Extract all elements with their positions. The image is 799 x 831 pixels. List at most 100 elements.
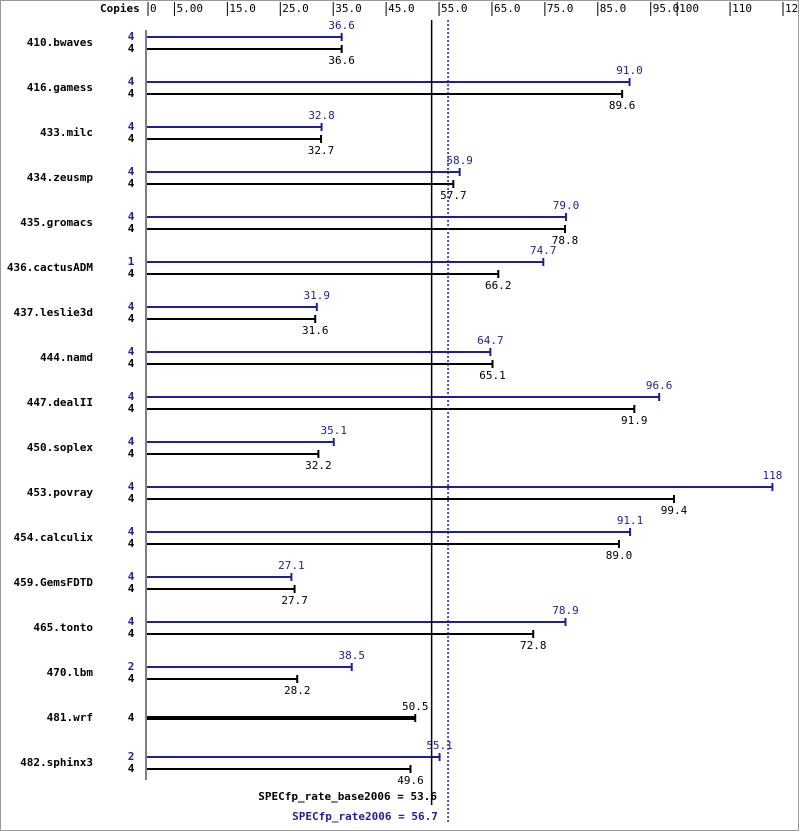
x-tick-label: 85.0: [600, 2, 627, 15]
benchmark-label: 434.zeusmp: [27, 171, 94, 184]
value-label: 91.1: [617, 514, 644, 527]
copies: 4: [128, 210, 135, 223]
value-label: 32.8: [308, 109, 335, 122]
benchmark-label: 435.gromacs: [20, 216, 93, 229]
benchmark-label: 410.bwaves: [27, 36, 93, 49]
value-label: 58.9: [446, 154, 473, 167]
copies: 4: [128, 672, 135, 685]
copies: 2: [128, 750, 135, 763]
value-label: 57.7: [440, 189, 467, 202]
value-label: 91.0: [616, 64, 643, 77]
copies: 2: [128, 660, 135, 673]
value-label: 49.6: [397, 774, 424, 787]
x-tick-label: 5.00: [176, 2, 203, 15]
copies: 4: [128, 267, 135, 280]
value-label: 91.9: [621, 414, 648, 427]
value-label: 72.8: [520, 639, 547, 652]
benchmark-label: 436.cactusADM: [7, 261, 93, 274]
benchmark-label: 437.leslie3d: [14, 306, 93, 319]
benchmark-label: 454.calculix: [14, 531, 94, 544]
copies: 4: [128, 615, 135, 628]
benchmark-label: 450.soplex: [27, 441, 94, 454]
value-label: 65.1: [479, 369, 506, 382]
copies: 4: [128, 762, 135, 775]
copies: 4: [128, 300, 135, 313]
value-label: 99.4: [661, 504, 688, 517]
value-label: 50.5: [402, 700, 429, 713]
value-label: 118: [762, 469, 782, 482]
copies: 4: [128, 42, 135, 55]
value-label: 66.2: [485, 279, 512, 292]
x-tick-label: 100: [679, 2, 699, 15]
value-label: 27.7: [281, 594, 308, 607]
x-tick-label: 25.0: [282, 2, 309, 15]
reference-label: SPECfp_rate2006 = 56.7: [292, 810, 438, 823]
value-label: 78.8: [552, 234, 579, 247]
copies: 4: [128, 87, 135, 100]
benchmark-label: 482.sphinx3: [20, 756, 93, 769]
copies: 4: [128, 492, 135, 505]
value-label: 32.7: [308, 144, 335, 157]
x-tick-label: 15.0: [229, 2, 256, 15]
copies: 1: [128, 255, 135, 268]
copies: 4: [128, 165, 135, 178]
reference-label: SPECfp_rate_base2006 = 53.6: [258, 790, 437, 803]
copies: 4: [128, 132, 135, 145]
benchmark-label: 447.dealII: [27, 396, 93, 409]
copies: 4: [128, 222, 135, 235]
copies: 4: [128, 711, 135, 724]
copies-header: Copies: [100, 2, 140, 15]
copies: 4: [128, 627, 135, 640]
value-label: 89.0: [606, 549, 633, 562]
copies: 4: [128, 177, 135, 190]
benchmark-label: 465.tonto: [33, 621, 93, 634]
value-label: 35.1: [320, 424, 347, 437]
benchmark-label: 453.povray: [27, 486, 94, 499]
x-tick-label: 95.0: [653, 2, 680, 15]
copies: 4: [128, 402, 135, 415]
value-label: 64.7: [477, 334, 504, 347]
x-tick-label: 55.0: [441, 2, 468, 15]
x-tick-label: 45.0: [388, 2, 415, 15]
x-tick-label: 0: [150, 2, 157, 15]
copies: 4: [128, 120, 135, 133]
benchmark-label: 470.lbm: [47, 666, 94, 679]
value-label: 78.9: [552, 604, 579, 617]
copies: 4: [128, 480, 135, 493]
value-label: 38.5: [338, 649, 365, 662]
x-tick-label: 120: [785, 2, 799, 15]
value-label: 27.1: [278, 559, 305, 572]
benchmark-label: 444.namd: [40, 351, 93, 364]
x-tick-label: 75.0: [547, 2, 574, 15]
copies: 4: [128, 312, 135, 325]
x-tick-label: 110: [732, 2, 752, 15]
copies: 4: [128, 357, 135, 370]
value-label: 31.9: [304, 289, 331, 302]
copies: 4: [128, 537, 135, 550]
copies: 4: [128, 345, 135, 358]
value-label: 32.2: [305, 459, 332, 472]
value-label: 74.7: [530, 244, 557, 257]
copies: 4: [128, 582, 135, 595]
copies: 4: [128, 75, 135, 88]
copies: 4: [128, 447, 135, 460]
value-label: 96.6: [646, 379, 673, 392]
benchmark-label: 416.gamess: [27, 81, 93, 94]
value-label: 36.6: [328, 19, 355, 32]
value-label: 36.6: [328, 54, 355, 67]
copies: 4: [128, 435, 135, 448]
x-tick-label: 35.0: [335, 2, 362, 15]
benchmark-label: 481.wrf: [47, 711, 93, 724]
copies: 4: [128, 30, 135, 43]
copies: 4: [128, 525, 135, 538]
value-label: 28.2: [284, 684, 311, 697]
benchmark-label: 459.GemsFDTD: [14, 576, 94, 589]
benchmark-label: 433.milc: [40, 126, 93, 139]
value-label: 79.0: [553, 199, 580, 212]
x-tick-label: 65.0: [494, 2, 521, 15]
copies: 4: [128, 390, 135, 403]
value-label: 89.6: [609, 99, 636, 112]
value-label: 55.1: [426, 739, 453, 752]
